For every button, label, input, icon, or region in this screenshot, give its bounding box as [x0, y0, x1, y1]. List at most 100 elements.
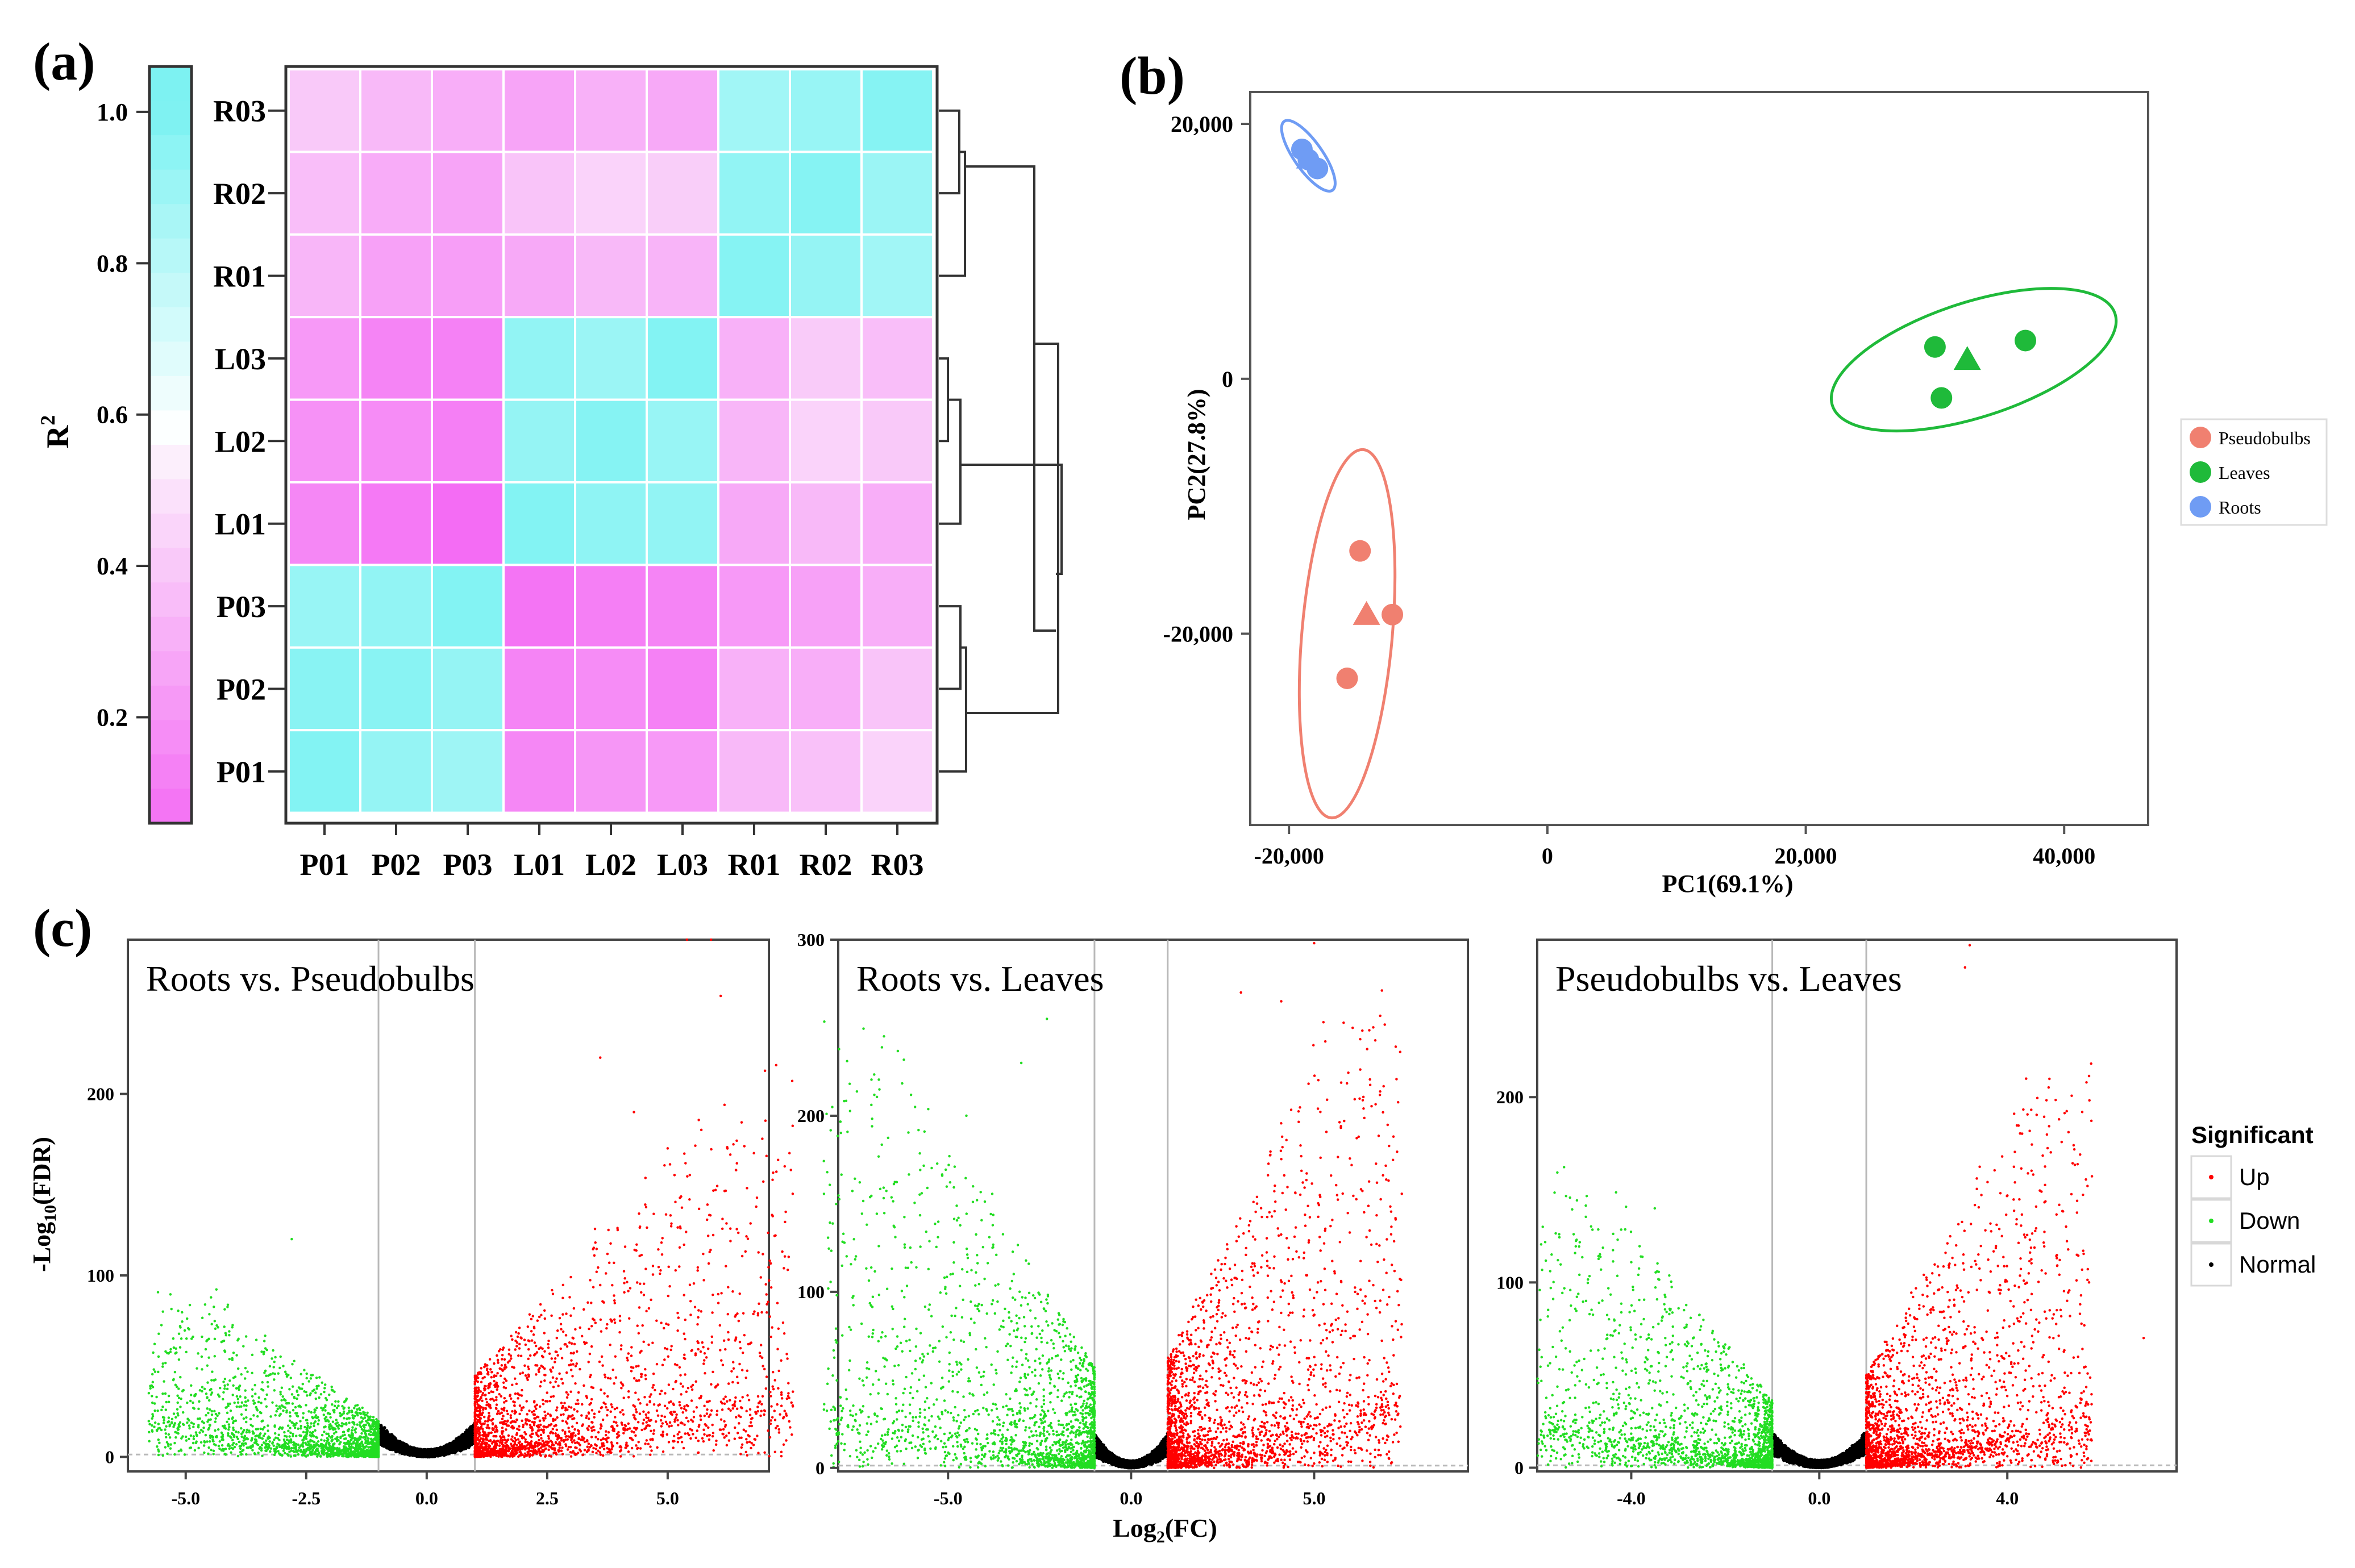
heatmap-cell-R02-R02: [789, 151, 863, 236]
colorbar-band: [149, 135, 192, 170]
pca-legend-swatch-leaves: [2190, 461, 2211, 483]
dendrogram: [939, 109, 1063, 773]
volcano-y-tick-label: 0: [105, 1446, 114, 1467]
pca-legend-label: Leaves: [2219, 462, 2270, 483]
heatmap-row-label: R01: [213, 260, 266, 294]
volcano-points-down: [147, 1237, 380, 1458]
heatmap-cells: [288, 68, 934, 814]
heatmap-col-label: P02: [372, 848, 421, 882]
heatmap-cell-L03-L01: [502, 316, 576, 401]
volcano-plot-3: -4.0 0.0 4.0 0 100 200 Pseudobulbs vs. Leaves: [1496, 939, 2178, 1508]
colorbar-band: [149, 548, 192, 583]
heatmap-cell-L03-P02: [359, 316, 433, 401]
roots-ellipse: [1280, 119, 1337, 193]
heatmap-cell-P01-R02: [789, 729, 863, 814]
heatmap-cell-L03-P01: [288, 316, 361, 401]
dendrogram-branch: [939, 357, 949, 443]
heatmap-cell-L02-L01: [502, 398, 576, 483]
pca-legend-label: Roots: [2219, 497, 2261, 518]
volcano-title: Roots vs. Leaves: [856, 958, 1104, 999]
heatmap-col-label: P01: [300, 848, 349, 882]
pca-x-tick-label: 40,000: [2033, 843, 2095, 869]
heatmap-cell-P01-P03: [431, 729, 505, 814]
dendrogram-branch: [939, 398, 962, 525]
dendrogram-branch: [939, 151, 966, 277]
volcano-plot-2: -5.0 0.0 5.0 0 100 200 300 Roots vs. Leaves: [797, 929, 1469, 1508]
volcano-x-tick-label: 2.5: [536, 1488, 559, 1508]
panel-b-label: (b): [1120, 47, 1185, 106]
heatmap-cell-P01-L02: [574, 729, 648, 814]
volcano-x-tick-label: -2.5: [292, 1488, 321, 1508]
colorbar-band: [149, 238, 192, 274]
heatmap-cell-P02-L02: [574, 646, 648, 732]
heatmap-cell-R01-P03: [431, 233, 505, 319]
heatmap-cell-L01-L01: [502, 481, 576, 566]
volcano-legend-label: Normal: [2239, 1251, 2316, 1278]
volcano-y-tick-label: 0: [1514, 1457, 1524, 1478]
roots-centroid: [1296, 144, 1324, 169]
dendrogram-branch: [966, 343, 1059, 714]
panel-c: (c) -5.0 -2.5 0.0 2.5 5.0 0 100 200 Roots vs. Ps…: [28, 899, 2316, 1546]
pca-marks: [1280, 119, 2118, 820]
heatmap-cell-P03-R02: [789, 564, 863, 649]
heatmap-cell-R02-R03: [860, 151, 934, 236]
colorbar-band: [149, 273, 192, 308]
heatmap-cell-R03-L03: [646, 68, 719, 153]
colorbar-band: [149, 582, 192, 618]
colorbar-band: [149, 651, 192, 686]
heatmap-cell-P01-P02: [359, 729, 433, 814]
colorbar-band: [149, 445, 192, 480]
heatmap-cell-P03-P01: [288, 564, 361, 649]
colorbar-tick-label: 0.6: [97, 401, 128, 429]
colorbar-band: [149, 685, 192, 721]
heatmap-cell-P03-L01: [502, 564, 576, 649]
heatmap-cell-P01-R03: [860, 729, 934, 814]
pca-legend-swatch-pseudobulbs: [2190, 427, 2211, 448]
heatmap-cell-R01-L02: [574, 233, 648, 319]
colorbar-band: [149, 616, 192, 652]
volcano-x-tick-label: 5.0: [656, 1488, 679, 1508]
heatmap-cell-L01-R03: [860, 481, 934, 566]
heatmap-cell-P01-L01: [502, 729, 576, 814]
heatmap-cell-R01-R02: [789, 233, 863, 319]
dendrogram-branch: [939, 605, 962, 690]
volcano-legend-swatch-normal: [2209, 1262, 2213, 1267]
heatmap-row-label: P01: [217, 755, 266, 789]
heatmap-cell-R03-P03: [431, 68, 505, 153]
heatmap-row-label: R02: [213, 177, 266, 211]
volcano-title: Pseudobulbs vs. Leaves: [1555, 958, 1902, 999]
heatmap-col-label: R02: [800, 848, 852, 882]
leaves-point: [1930, 387, 1953, 409]
heatmap-cell-L03-L03: [646, 316, 719, 401]
colorbar-band: [149, 514, 192, 549]
heatmap-cell-R03-P02: [359, 68, 433, 153]
volcano-y-tick-label: 200: [797, 1106, 825, 1126]
heatmap-cell-R02-L03: [646, 151, 719, 236]
heatmap-col-label: L02: [585, 848, 636, 882]
heatmap-cell-R02-P02: [359, 151, 433, 236]
pca-x-tick-label: -20,000: [1254, 843, 1324, 869]
panel-c-label: (c): [33, 899, 92, 958]
volcano-points-down: [822, 1017, 1096, 1470]
volcano-legend-label: Down: [2239, 1207, 2300, 1234]
volcano-x-tick-label: -5.0: [171, 1488, 200, 1508]
heatmap-cell-L03-P03: [431, 316, 505, 401]
volcano-legend: Significant Up Down Normal: [2190, 1121, 2316, 1287]
pca-y-tick-label: -20,000: [1163, 621, 1233, 647]
heatmap-cell-R02-R01: [717, 151, 791, 236]
pca-axes: -20,000 0 20,000 40,000 -20,000 0 20,000: [1163, 111, 2096, 869]
volcano-y-tick-label: 200: [87, 1084, 114, 1104]
heatmap-cell-R03-L01: [502, 68, 576, 153]
pca-legend: Pseudobulbs Leaves Roots: [2180, 418, 2328, 526]
pseudobulbs-point: [1336, 668, 1358, 689]
heatmap-col-label: L03: [657, 848, 708, 882]
heatmap-col-label: P03: [443, 848, 493, 882]
heatmap-cell-R03-R03: [860, 68, 934, 153]
volcano-legend-swatch-down: [2209, 1219, 2213, 1223]
leaves-centroid: [1953, 346, 1981, 370]
heatmap-cell-R01-L03: [646, 233, 719, 319]
heatmap-cell-L01-R02: [789, 481, 863, 566]
volcano-x-tick-label: -5.0: [934, 1488, 963, 1508]
